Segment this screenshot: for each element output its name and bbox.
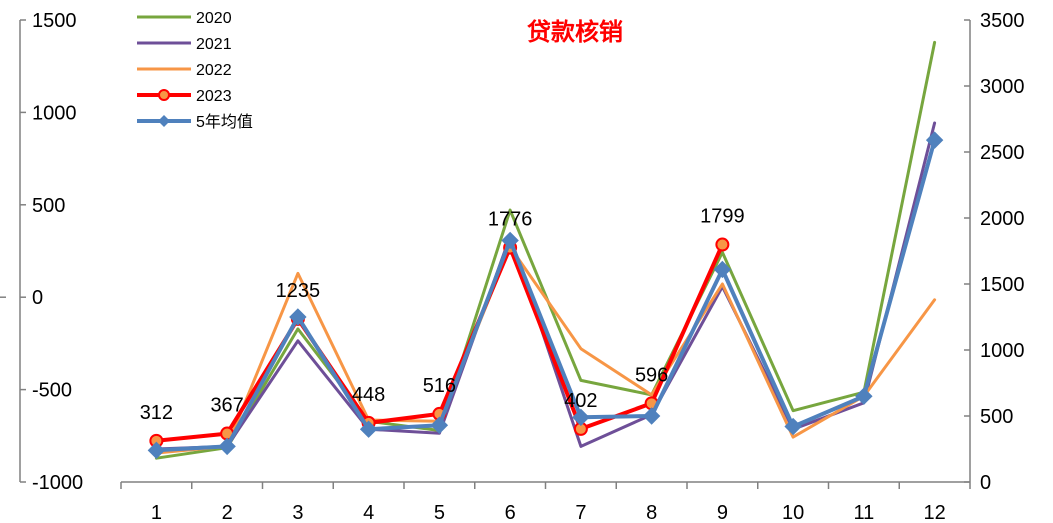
series-3 bbox=[154, 245, 937, 455]
data-label: 367 bbox=[210, 395, 243, 417]
right-tick-label: 0 bbox=[980, 472, 991, 494]
data-label: 516 bbox=[423, 375, 456, 397]
data-point bbox=[218, 437, 236, 456]
data-point bbox=[501, 231, 519, 250]
legend-marker bbox=[158, 89, 170, 101]
data-point bbox=[147, 441, 166, 460]
x-tick-label: 12 bbox=[924, 502, 946, 523]
left-tick-label: 0 bbox=[32, 287, 43, 309]
data-label: 312 bbox=[140, 402, 173, 424]
x-tick-label: 1 bbox=[151, 502, 162, 523]
right-tick-label: 3000 bbox=[980, 76, 1025, 98]
data-label: 1799 bbox=[700, 206, 745, 228]
x-tick-label: 3 bbox=[292, 502, 303, 523]
right-tick-label: 3500 bbox=[980, 10, 1025, 32]
x-tick-label: 6 bbox=[505, 502, 516, 523]
data-point bbox=[359, 420, 378, 438]
legend-label: 2022 bbox=[196, 62, 232, 79]
legend-entry: 5年均值 bbox=[137, 113, 253, 131]
x-tick-label: 5 bbox=[434, 502, 445, 523]
right-tick-label: 2000 bbox=[980, 208, 1025, 230]
data-point bbox=[289, 308, 307, 326]
data-point bbox=[855, 387, 873, 405]
legend-entry: 2020 bbox=[137, 10, 232, 27]
axes: -1000 -500 0 500 1000 1500 0 500 1000 1500 2000 250… bbox=[0, 10, 1025, 523]
right-tick-label: 1000 bbox=[980, 340, 1025, 362]
series-5 bbox=[147, 131, 944, 460]
left-tick-label: -500 bbox=[32, 380, 72, 402]
data-point bbox=[784, 417, 802, 436]
data-point bbox=[715, 237, 730, 252]
series-line bbox=[154, 138, 937, 453]
data-label: 596 bbox=[635, 364, 668, 386]
x-tick-label: 10 bbox=[782, 502, 804, 523]
series-line bbox=[154, 121, 937, 451]
left-tick-label: 500 bbox=[32, 195, 65, 217]
legend-label: 2023 bbox=[196, 88, 232, 105]
x-tick-label: 4 bbox=[363, 502, 374, 523]
data-labels: 312 367 1235 448 516 1776 402 596 1799 bbox=[140, 206, 745, 424]
legend-label: 2021 bbox=[196, 36, 232, 53]
series-line bbox=[154, 40, 937, 460]
x-tick-label: 8 bbox=[646, 502, 657, 523]
x-tick-label: 11 bbox=[853, 502, 874, 523]
data-label: 402 bbox=[564, 390, 597, 412]
data-point bbox=[430, 416, 449, 434]
left-tick-label: 1000 bbox=[32, 102, 77, 124]
series-1 bbox=[154, 40, 937, 460]
legend-entry: 2022 bbox=[137, 62, 232, 79]
data-point bbox=[572, 408, 590, 427]
legend-entry: 2023 bbox=[137, 88, 232, 105]
legend: 2020 2021 2022 2023 5年均值 bbox=[137, 10, 253, 131]
x-tick-label: 2 bbox=[222, 502, 233, 523]
legend-label: 2020 bbox=[196, 10, 232, 27]
right-tick-label: 2500 bbox=[980, 142, 1025, 164]
chart-title: 贷款核销 bbox=[527, 18, 623, 46]
data-label: 1776 bbox=[488, 209, 533, 231]
data-label: 1235 bbox=[276, 280, 321, 302]
x-tick-label: 7 bbox=[575, 502, 586, 523]
x-tick-label: 9 bbox=[717, 502, 728, 523]
data-point bbox=[925, 131, 944, 149]
data-point bbox=[642, 407, 661, 425]
left-tick-label: 1500 bbox=[32, 10, 77, 32]
legend-marker bbox=[158, 115, 170, 127]
series-line bbox=[154, 245, 937, 455]
right-tick-label: 500 bbox=[980, 406, 1013, 428]
right-tick-label: 1500 bbox=[980, 274, 1025, 296]
series-2 bbox=[154, 121, 937, 451]
data-point bbox=[713, 260, 732, 279]
data-label: 448 bbox=[352, 384, 385, 406]
series-group bbox=[147, 40, 944, 460]
legend-entry: 2021 bbox=[137, 36, 232, 53]
legend-label: 5年均值 bbox=[196, 113, 253, 131]
left-tick-label: -1000 bbox=[32, 472, 83, 494]
